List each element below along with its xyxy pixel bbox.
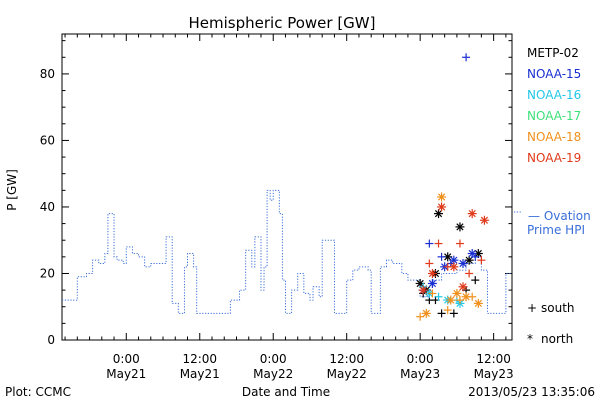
north-marker xyxy=(467,249,477,259)
x-axis: 0:00May2112:00May210:00May2212:00May220:… xyxy=(64,34,514,381)
legend-entry: METP-02 xyxy=(527,46,579,60)
north-marker xyxy=(421,308,431,318)
x-tick-label-date: May22 xyxy=(253,367,293,381)
north-marker xyxy=(455,222,465,232)
north-marker xyxy=(418,285,428,295)
plot-credit: Plot: CCMC xyxy=(5,385,71,399)
north-marker xyxy=(458,282,468,292)
north-marker xyxy=(452,288,462,298)
x-tick-label-time: 0:00 xyxy=(113,352,140,366)
north-marker xyxy=(437,192,447,202)
north-marker xyxy=(434,209,444,219)
north-marker xyxy=(427,278,437,288)
x-tick-label-time: 12:00 xyxy=(182,352,217,366)
south-marker xyxy=(428,289,437,298)
north-marker xyxy=(479,215,489,225)
satellite-points xyxy=(415,53,489,321)
plot-frame xyxy=(61,33,513,341)
x-tick-label-date: May22 xyxy=(327,367,367,381)
x-tick-label-date: May21 xyxy=(180,367,220,381)
south-marker xyxy=(455,239,464,248)
south-marker xyxy=(477,256,486,265)
north-marker xyxy=(464,255,474,265)
x-tick-label-time: 0:00 xyxy=(407,352,434,366)
south-marker xyxy=(416,312,425,321)
north-marker xyxy=(458,259,468,268)
y-axis-label: P [GW] xyxy=(5,169,19,211)
north-marker xyxy=(467,209,477,219)
ovation-label-line2: Prime HPI xyxy=(527,223,585,237)
north-marker xyxy=(461,292,471,302)
legend-entry: NOAA-18 xyxy=(527,130,581,144)
north-marker xyxy=(427,268,437,278)
ovation-line xyxy=(62,189,512,314)
x-tick-label-time: 0:00 xyxy=(260,352,287,366)
y-tick-label: 60 xyxy=(40,133,55,147)
south-marker xyxy=(455,296,464,305)
north-marker-label: north xyxy=(541,332,573,346)
south-marker xyxy=(437,309,446,318)
plot-timestamp: 2013/05/23 13:35:06 xyxy=(468,385,595,399)
y-tick-label: 0 xyxy=(47,333,55,347)
chart-title: Hemispheric Power [GW] xyxy=(189,14,376,32)
south-marker xyxy=(465,269,474,278)
x-tick-label-date: May23 xyxy=(474,367,514,381)
south-marker xyxy=(449,309,458,318)
x-tick-label-date: May21 xyxy=(106,367,146,381)
x-tick-label-date: May23 xyxy=(400,367,440,381)
legend: METP-02 NOAA-15 NOAA-16 NOAA-17 NOAA-18 NOAA-… xyxy=(527,46,581,165)
plot-border xyxy=(61,33,513,341)
legend-entry: NOAA-17 xyxy=(527,109,581,123)
south-marker xyxy=(434,239,443,248)
y-tick-label: 40 xyxy=(40,200,55,214)
x-tick-label-time: 12:00 xyxy=(329,352,364,366)
south-marker-label: south xyxy=(541,301,575,315)
south-marker xyxy=(434,292,443,301)
north-marker xyxy=(473,298,483,308)
north-marker-symbol: * xyxy=(527,332,533,346)
north-marker xyxy=(443,252,453,262)
legend-entry: NOAA-16 xyxy=(527,88,581,102)
south-marker xyxy=(471,276,480,285)
x-axis-label: Date and Time xyxy=(242,385,330,399)
ovation-series xyxy=(62,189,522,314)
south-marker xyxy=(462,53,471,62)
south-marker-symbol: + xyxy=(527,301,537,315)
x-tick-label-time: 12:00 xyxy=(476,352,511,366)
y-tick-label: 80 xyxy=(40,67,55,81)
legend-entry: NOAA-19 xyxy=(527,151,581,165)
ovation-label-line1: — Ovation xyxy=(528,209,591,223)
legend-entry: NOAA-15 xyxy=(527,67,581,81)
y-axis: 0 20 40 60 80 xyxy=(40,40,512,347)
north-marker xyxy=(437,202,447,212)
north-marker xyxy=(449,262,459,272)
south-marker xyxy=(425,259,434,268)
south-marker xyxy=(437,252,446,261)
south-marker xyxy=(443,306,452,315)
south-marker xyxy=(425,239,434,248)
north-marker xyxy=(446,295,456,305)
y-tick-label: 20 xyxy=(40,266,55,280)
